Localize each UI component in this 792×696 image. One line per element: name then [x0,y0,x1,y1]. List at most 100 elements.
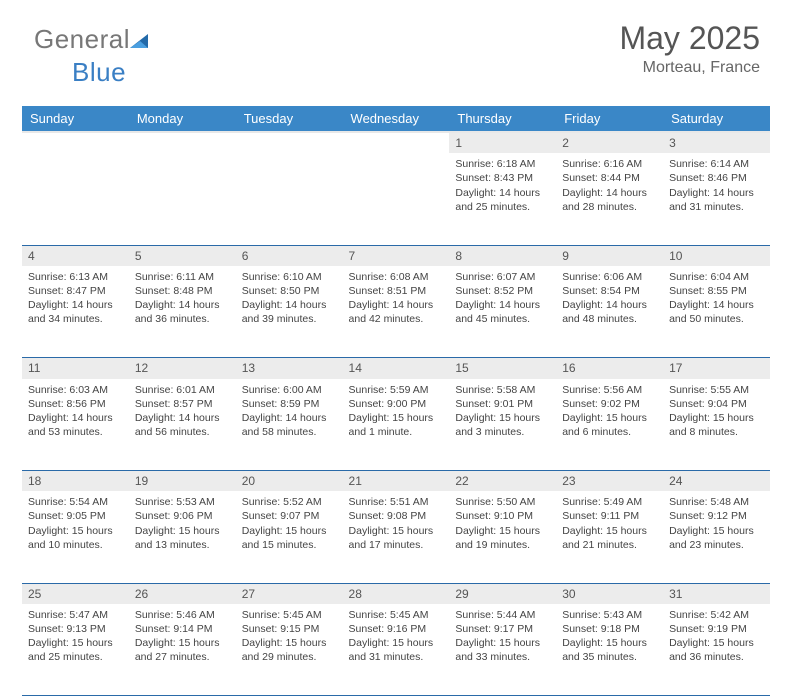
brand-triangle-icon [128,26,150,57]
daylight-text: Daylight: 15 hours [242,524,337,538]
day-number: 1 [449,132,556,153]
sunset-text: Sunset: 8:54 PM [562,284,657,298]
sunset-text: Sunset: 8:47 PM [28,284,123,298]
daylight-text: and 42 minutes. [349,312,444,326]
daylight-text: Daylight: 15 hours [28,636,123,650]
day-detail-row: Sunrise: 6:13 AMSunset: 8:47 PMDaylight:… [22,266,770,358]
day-number-row: 25262728293031 [22,583,770,604]
sunrise-text: Sunrise: 6:14 AM [669,157,764,171]
sunset-text: Sunset: 8:57 PM [135,397,230,411]
day-detail-row: Sunrise: 6:18 AMSunset: 8:43 PMDaylight:… [22,153,770,245]
sunset-text: Sunset: 9:14 PM [135,622,230,636]
day-number: 3 [663,132,770,153]
day-number-row: 123 [22,132,770,153]
sunset-text: Sunset: 9:16 PM [349,622,444,636]
day-cell: Sunrise: 5:47 AMSunset: 9:13 PMDaylight:… [22,604,129,696]
day-cell: Sunrise: 5:54 AMSunset: 9:05 PMDaylight:… [22,491,129,583]
sunrise-text: Sunrise: 6:16 AM [562,157,657,171]
sunrise-text: Sunrise: 6:11 AM [135,270,230,284]
sunset-text: Sunset: 8:50 PM [242,284,337,298]
sunrise-text: Sunrise: 5:55 AM [669,383,764,397]
sunrise-text: Sunrise: 5:42 AM [669,608,764,622]
sunset-text: Sunset: 9:15 PM [242,622,337,636]
daylight-text: Daylight: 14 hours [135,411,230,425]
sunset-text: Sunset: 9:07 PM [242,509,337,523]
sunrise-text: Sunrise: 6:03 AM [28,383,123,397]
daylight-text: Daylight: 15 hours [669,524,764,538]
day-number: 25 [22,583,129,604]
daylight-text: Daylight: 15 hours [562,524,657,538]
brand-logo: General Blue [34,24,150,88]
day-number: 21 [343,471,450,492]
daylight-text: Daylight: 15 hours [349,524,444,538]
location: Morteau, France [619,59,760,77]
day-number: 9 [556,245,663,266]
daylight-text: and 48 minutes. [562,312,657,326]
day-number: 16 [556,358,663,379]
daylight-text: and 25 minutes. [455,200,550,214]
day-number-row: 18192021222324 [22,471,770,492]
sunset-text: Sunset: 9:04 PM [669,397,764,411]
sunrise-text: Sunrise: 5:44 AM [455,608,550,622]
sunrise-text: Sunrise: 5:48 AM [669,495,764,509]
sunrise-text: Sunrise: 5:47 AM [28,608,123,622]
day-cell: Sunrise: 5:50 AMSunset: 9:10 PMDaylight:… [449,491,556,583]
daylight-text: and 45 minutes. [455,312,550,326]
sunset-text: Sunset: 9:08 PM [349,509,444,523]
daylight-text: and 8 minutes. [669,425,764,439]
day-number: 12 [129,358,236,379]
day-cell: Sunrise: 6:11 AMSunset: 8:48 PMDaylight:… [129,266,236,358]
day-number: 26 [129,583,236,604]
daylight-text: and 31 minutes. [349,650,444,664]
sunrise-text: Sunrise: 6:04 AM [669,270,764,284]
day-cell: Sunrise: 5:52 AMSunset: 9:07 PMDaylight:… [236,491,343,583]
sunset-text: Sunset: 9:17 PM [455,622,550,636]
daylight-text: Daylight: 15 hours [349,636,444,650]
sunset-text: Sunset: 9:18 PM [562,622,657,636]
daylight-text: and 50 minutes. [669,312,764,326]
daylight-text: and 27 minutes. [135,650,230,664]
weekday-header: Saturday [663,106,770,132]
sunrise-text: Sunrise: 6:00 AM [242,383,337,397]
daylight-text: and 56 minutes. [135,425,230,439]
daylight-text: Daylight: 14 hours [669,298,764,312]
daylight-text: Daylight: 14 hours [562,186,657,200]
daylight-text: Daylight: 14 hours [242,411,337,425]
brand-part2: Blue [72,57,126,87]
day-cell: Sunrise: 5:59 AMSunset: 9:00 PMDaylight:… [343,379,450,471]
day-cell: Sunrise: 5:42 AMSunset: 9:19 PMDaylight:… [663,604,770,696]
day-cell: Sunrise: 5:45 AMSunset: 9:15 PMDaylight:… [236,604,343,696]
day-number: 20 [236,471,343,492]
sunset-text: Sunset: 8:59 PM [242,397,337,411]
day-number: 29 [449,583,556,604]
weekday-header-row: Sunday Monday Tuesday Wednesday Thursday… [22,106,770,132]
sunset-text: Sunset: 8:46 PM [669,171,764,185]
sunrise-text: Sunrise: 5:54 AM [28,495,123,509]
day-number: 22 [449,471,556,492]
day-cell [129,153,236,245]
sunrise-text: Sunrise: 6:18 AM [455,157,550,171]
day-number: 7 [343,245,450,266]
weekday-header: Sunday [22,106,129,132]
daylight-text: and 53 minutes. [28,425,123,439]
daylight-text: and 17 minutes. [349,538,444,552]
daylight-text: and 3 minutes. [455,425,550,439]
daylight-text: and 39 minutes. [242,312,337,326]
weekday-header: Friday [556,106,663,132]
daylight-text: Daylight: 14 hours [28,298,123,312]
sunrise-text: Sunrise: 5:53 AM [135,495,230,509]
sunset-text: Sunset: 9:13 PM [28,622,123,636]
day-number: 8 [449,245,556,266]
daylight-text: and 36 minutes. [669,650,764,664]
daylight-text: Daylight: 14 hours [669,186,764,200]
month-year: May 2025 [619,20,760,57]
day-number: 24 [663,471,770,492]
sunrise-text: Sunrise: 5:50 AM [455,495,550,509]
daylight-text: Daylight: 15 hours [562,411,657,425]
sunset-text: Sunset: 8:56 PM [28,397,123,411]
day-number [343,132,450,153]
daylight-text: Daylight: 15 hours [349,411,444,425]
daylight-text: and 33 minutes. [455,650,550,664]
day-number: 14 [343,358,450,379]
daylight-text: Daylight: 14 hours [455,186,550,200]
